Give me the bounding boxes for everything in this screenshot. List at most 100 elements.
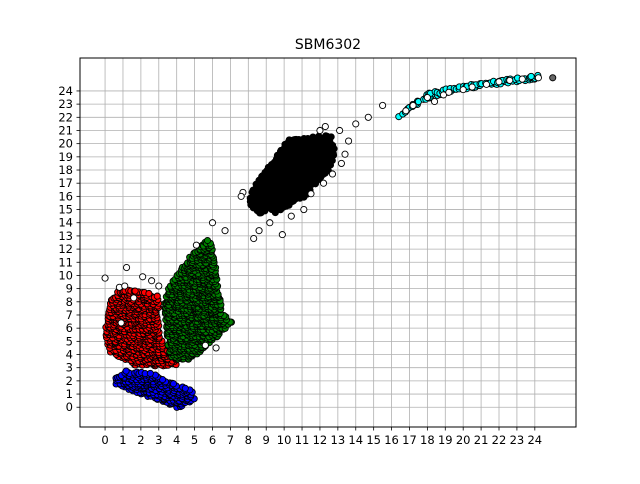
- x-tick-label: 20: [456, 433, 471, 447]
- x-tick-label: 23: [510, 433, 525, 447]
- y-tick-label: 15: [58, 203, 73, 217]
- noise-point: [121, 282, 129, 290]
- grid: [80, 58, 576, 427]
- data-point: [203, 236, 212, 245]
- noise-point: [430, 97, 439, 106]
- x-tick-label: 0: [101, 433, 108, 447]
- x-tick-label: 18: [420, 433, 435, 447]
- y-tick-label: 5: [66, 334, 73, 348]
- noise-point: [534, 74, 542, 82]
- y-tick-label: 4: [66, 348, 73, 362]
- noise-point: [101, 274, 109, 282]
- x-tick-label: 6: [209, 433, 216, 447]
- y-tick-label: 2: [66, 374, 73, 388]
- x-tick-label: 12: [313, 433, 328, 447]
- cluster-2: [161, 236, 235, 363]
- x-tick-label: 15: [366, 433, 381, 447]
- noise-point: [328, 170, 337, 178]
- x-tick-label: 21: [474, 433, 489, 447]
- axis-ticks: 0 1 2 3 4 5 6 7 8 9 10 11 12 13 14 15 16 17 18 19 20 21 22 23 24…: [58, 84, 542, 447]
- y-tick-label: 9: [66, 282, 73, 296]
- noise-point: [307, 190, 315, 198]
- noise-point: [155, 282, 163, 290]
- x-tick-label: 19: [438, 433, 453, 447]
- noise-point: [255, 227, 263, 235]
- noise-point: [319, 179, 328, 187]
- plot-frame: [79, 57, 577, 428]
- y-tick-label: 6: [66, 321, 73, 335]
- x-tick-label: 13: [331, 433, 346, 447]
- noise-point: [148, 277, 156, 285]
- outlier-point: [549, 74, 557, 82]
- noise-point: [495, 78, 503, 86]
- y-tick-label: 7: [66, 308, 73, 322]
- noise-point: [345, 137, 353, 145]
- y-tick-label: 23: [58, 97, 73, 111]
- data-point: [153, 292, 161, 300]
- noise-point: [316, 126, 324, 135]
- noise-point: [459, 86, 467, 94]
- data-point: [169, 380, 178, 388]
- noise-point: [379, 101, 387, 109]
- x-tick-label: 4: [173, 433, 180, 447]
- noise-point: [336, 126, 344, 135]
- x-tick-label: 11: [295, 433, 310, 447]
- cluster-1: [102, 286, 180, 370]
- y-tick-label: 19: [58, 150, 73, 164]
- noise-point: [139, 273, 147, 281]
- data-point: [145, 289, 153, 298]
- noise-point: [423, 93, 431, 102]
- x-tick-label: 22: [492, 433, 507, 447]
- noise-point: [123, 263, 131, 272]
- noise-point: [409, 101, 417, 109]
- noise-point: [402, 107, 410, 115]
- data-point: [181, 384, 189, 392]
- x-tick-label: 10: [277, 433, 292, 447]
- noise-point: [221, 227, 229, 235]
- outlier-points: [549, 74, 557, 82]
- y-tick-label: 20: [58, 137, 73, 151]
- y-tick-label: 1: [66, 387, 73, 401]
- x-tick-label: 7: [227, 433, 234, 447]
- x-tick-label: 17: [402, 433, 417, 447]
- chart-title: SBM6302: [295, 37, 361, 53]
- noise-point: [250, 234, 258, 243]
- noise-point: [445, 88, 453, 96]
- x-tick-label: 5: [191, 433, 198, 447]
- y-tick-label: 21: [58, 123, 73, 137]
- x-tick-label: 2: [137, 433, 144, 447]
- noise-point: [237, 192, 245, 200]
- noise-point: [300, 206, 308, 214]
- noise-point: [506, 76, 514, 84]
- y-tick-label: 13: [58, 229, 73, 243]
- noise-point: [278, 231, 286, 239]
- noise-point: [364, 113, 372, 121]
- noise-point: [341, 150, 349, 158]
- data-point: [327, 133, 335, 141]
- y-tick-label: 11: [58, 255, 73, 269]
- noise-point: [287, 212, 295, 220]
- x-tick-label: 14: [348, 433, 363, 447]
- noise-point: [468, 83, 476, 91]
- y-tick-label: 3: [66, 361, 73, 375]
- noise-points: [101, 74, 542, 352]
- noise-point: [352, 120, 360, 128]
- noise-point: [518, 75, 526, 83]
- x-tick-label: 3: [155, 433, 162, 447]
- y-tick-label: 10: [58, 268, 73, 282]
- data-point: [122, 367, 130, 375]
- y-tick-label: 18: [58, 163, 73, 177]
- data-point: [131, 287, 139, 295]
- y-tick-label: 0: [66, 400, 73, 414]
- x-tick-label: 24: [527, 433, 542, 447]
- noise-point: [192, 241, 200, 249]
- y-tick-label: 8: [66, 295, 73, 309]
- noise-point: [212, 344, 220, 352]
- noise-point: [117, 319, 125, 327]
- cluster-3: [246, 132, 338, 217]
- cluster-0: [112, 367, 198, 411]
- y-tick-label: 16: [58, 189, 73, 203]
- noise-point: [266, 219, 274, 227]
